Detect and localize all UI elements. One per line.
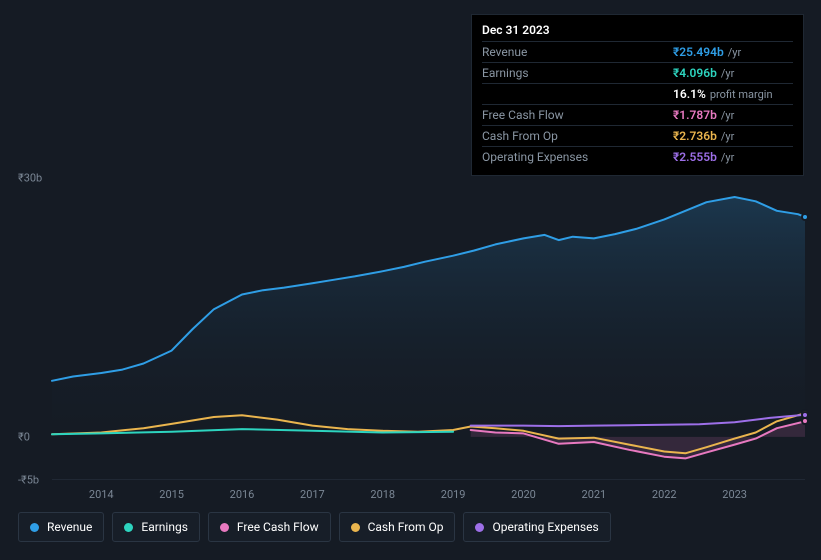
x-axis-tick-label: 2021 (582, 488, 607, 501)
legend-item-cfo[interactable]: Cash From Op (339, 512, 456, 542)
panel-label (482, 87, 673, 101)
panel-unit: /yr (721, 109, 734, 122)
chart-area[interactable]: ₹30b₹0-₹5b201420152016201720182019202020… (18, 150, 805, 480)
legend-item-opex[interactable]: Operating Expenses (463, 512, 610, 542)
panel-value: ₹4.096b (673, 66, 717, 80)
panel-label: Operating Expenses (482, 150, 673, 164)
panel-row-earnings: Earnings ₹4.096b /yr (482, 62, 793, 83)
legend-swatch (475, 523, 484, 532)
data-tooltip-panel: Dec 31 2023 Revenue ₹25.494b /yr Earning… (471, 14, 804, 176)
panel-value: ₹25.494b (673, 45, 724, 59)
panel-row-fcf: Free Cash Flow ₹1.787b /yr (482, 104, 793, 125)
panel-unit: /yr (721, 151, 734, 164)
legend-label: Free Cash Flow (237, 520, 319, 534)
panel-row-revenue: Revenue ₹25.494b /yr (482, 41, 793, 62)
panel-unit: profit margin (710, 88, 773, 101)
legend-label: Cash From Op (368, 520, 444, 534)
series-end-marker (801, 213, 809, 221)
legend-label: Operating Expenses (492, 520, 598, 534)
panel-row-opex: Operating Expenses ₹2.555b /yr (482, 146, 793, 167)
panel-value: ₹1.787b (673, 108, 717, 122)
x-axis-tick-label: 2015 (159, 488, 184, 501)
panel-value: 16.1% (673, 87, 706, 101)
legend-item-fcf[interactable]: Free Cash Flow (208, 512, 331, 542)
panel-unit: /yr (728, 46, 741, 59)
x-axis-tick-label: 2014 (89, 488, 114, 501)
x-axis-tick-label: 2018 (370, 488, 395, 501)
x-axis-tick-label: 2020 (511, 488, 536, 501)
panel-label: Free Cash Flow (482, 108, 673, 122)
panel-row-cfo: Cash From Op ₹2.736b /yr (482, 125, 793, 146)
legend-swatch (30, 523, 39, 532)
legend-item-revenue[interactable]: Revenue (18, 512, 104, 542)
panel-label: Cash From Op (482, 129, 673, 143)
panel-label: Earnings (482, 66, 673, 80)
x-axis-tick-label: 2016 (230, 488, 255, 501)
chart-svg (18, 150, 805, 480)
legend-item-earnings[interactable]: Earnings (112, 512, 200, 542)
x-axis-tick-label: 2017 (300, 488, 325, 501)
panel-value: ₹2.555b (673, 150, 717, 164)
x-axis-tick-label: 2022 (652, 488, 677, 501)
legend: Revenue Earnings Free Cash Flow Cash Fro… (18, 512, 611, 542)
panel-unit: /yr (721, 67, 734, 80)
series-end-marker (801, 411, 809, 419)
panel-row-profit-margin: 16.1% profit margin (482, 83, 793, 104)
panel-date: Dec 31 2023 (482, 23, 793, 41)
legend-swatch (124, 523, 133, 532)
x-axis-tick-label: 2023 (722, 488, 747, 501)
legend-label: Revenue (47, 520, 92, 534)
panel-unit: /yr (721, 130, 734, 143)
legend-swatch (220, 523, 229, 532)
x-axis-tick-label: 2019 (441, 488, 466, 501)
panel-value: ₹2.736b (673, 129, 717, 143)
legend-swatch (351, 523, 360, 532)
panel-label: Revenue (482, 45, 673, 59)
legend-label: Earnings (141, 520, 188, 534)
